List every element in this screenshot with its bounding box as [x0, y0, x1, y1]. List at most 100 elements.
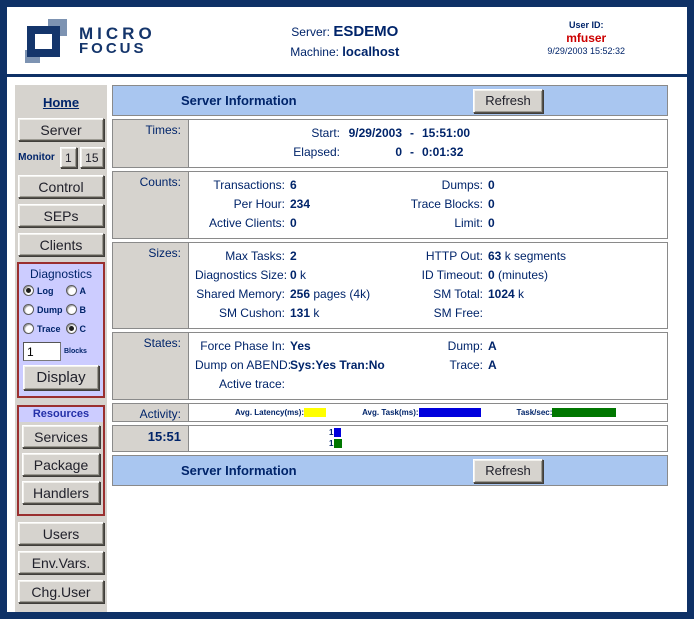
sizes-row: SM Cushon: 131 k SM Free: [195, 304, 661, 323]
diagnostics-size-value: 0 k [290, 268, 307, 282]
dump-state-value: A [488, 339, 497, 353]
max-tasks-value: 2 [290, 249, 297, 263]
resources-title: Resources [19, 407, 103, 422]
radio-log-label: Log [37, 285, 54, 296]
active-trace-label: Active trace: [218, 377, 285, 391]
server-name: ESDEMO [333, 23, 399, 40]
refresh-button-bottom[interactable]: Refresh [473, 458, 543, 483]
activity-time-label: 15:51 [113, 426, 189, 451]
help-section: Help: Menu This Page Contents [23, 613, 107, 619]
counts-row: Active Clients: 0 Limit: 0 [195, 214, 661, 233]
handlers-button[interactable]: Handlers [22, 481, 100, 504]
task-swatch [418, 408, 481, 417]
package-button[interactable]: Package [22, 453, 100, 476]
start-date: 9/29/2003 [348, 126, 402, 140]
page-title: Server Information [181, 93, 297, 108]
states-row: Dump on ABEND: Sys:Yes Tran:No Trace: A [195, 356, 661, 375]
section-counts: Counts: Transactions: 6 Dumps: 0 Per Hou… [112, 171, 668, 239]
max-tasks-label: Max Tasks: [225, 249, 285, 263]
home-link[interactable]: Home [42, 95, 80, 110]
login-timestamp: 9/29/2003 15:52:32 [547, 46, 625, 56]
counts-row: Per Hour: 234 Trace Blocks: 0 [195, 195, 661, 214]
radio-dump[interactable]: Dump [23, 304, 66, 315]
times-row-elapsed: Elapsed: 0 - 0:01:32 [195, 143, 661, 162]
elapsed-time: 0:01:32 [422, 145, 464, 159]
blocks-label: Blocks [64, 348, 87, 355]
main-content: Server Information Refresh Times: Start:… [112, 85, 668, 486]
machine-label: Machine: [290, 45, 339, 59]
elapsed-days: 0 [395, 145, 402, 159]
micro-focus-logo: MICRO FOCUS [23, 19, 156, 63]
times-row-start: Start: 9/29/2003 - 15:51:00 [195, 124, 661, 143]
radio-b[interactable]: B [65, 304, 99, 315]
users-button[interactable]: Users [18, 522, 104, 545]
radio-trace-label: Trace [37, 323, 61, 334]
monitor-15-button[interactable]: 15 [79, 147, 104, 168]
section-states: States: Force Phase In: Yes Dump: A Dump… [112, 332, 668, 400]
radio-trace-icon[interactable] [23, 323, 34, 334]
dump-on-abend-value: Sys:Yes Tran:No [290, 358, 385, 372]
server-button[interactable]: Server [18, 118, 104, 141]
radio-c-label: C [79, 323, 87, 334]
radio-log-icon[interactable] [23, 285, 34, 296]
states-row: Active trace: [195, 375, 661, 394]
radio-a[interactable]: A [65, 285, 99, 296]
elapsed-separator: - [410, 145, 414, 159]
radio-c-icon[interactable] [65, 323, 77, 334]
id-timeout-value: 0 (minutes) [488, 268, 549, 282]
display-button[interactable]: Display [23, 365, 99, 390]
radio-c[interactable]: C [65, 323, 99, 334]
limit-label: Limit: [454, 216, 483, 230]
clients-button[interactable]: Clients [18, 233, 104, 256]
logo-text: MICRO FOCUS [79, 25, 156, 57]
logo-text-line2: FOCUS [79, 40, 147, 57]
sizes-content: Max Tasks: 2 HTTP Out: 63 k segments Dia… [189, 243, 667, 328]
mini-bar-task: 1 [329, 427, 663, 438]
task-bar [334, 428, 342, 437]
seps-button[interactable]: SEPs [18, 204, 104, 227]
sm-cushon-label: SM Cushon: [218, 306, 285, 320]
force-phase-in-value: Yes [290, 339, 311, 353]
radio-a-icon[interactable] [65, 285, 77, 296]
chguser-button[interactable]: Chg.User [18, 580, 104, 603]
sm-cushon-value: 131 k [290, 306, 320, 320]
sizes-section-label: Sizes: [113, 243, 189, 328]
machine-name: localhost [342, 44, 400, 59]
active-trace-value [290, 375, 405, 394]
activity-legend: Avg. Latency(ms): Avg. Task(ms): Task/se… [189, 404, 667, 421]
latency-swatch [304, 408, 327, 417]
states-row: Force Phase In: Yes Dump: A [195, 337, 661, 356]
server-information-header-bottom: Server Information Refresh [112, 455, 668, 486]
start-label: Start: [311, 126, 340, 140]
counts-section-label: Counts: [113, 172, 189, 238]
start-separator: - [410, 126, 414, 140]
logo-square-frame [27, 26, 60, 57]
http-out-label: HTTP Out: [425, 249, 483, 263]
services-button[interactable]: Services [22, 425, 100, 448]
radio-log[interactable]: Log [23, 285, 66, 296]
user-id-label: User ID: [568, 20, 604, 30]
user-id-value: mfuser [566, 31, 607, 45]
monitor-1-button[interactable]: 1 [59, 147, 77, 168]
radio-b-icon[interactable] [65, 304, 77, 315]
blocks-input[interactable] [23, 342, 61, 361]
counts-content: Transactions: 6 Dumps: 0 Per Hour: 234 T… [189, 172, 667, 238]
task-sec-bar [334, 439, 343, 448]
envvars-button[interactable]: Env.Vars. [18, 551, 104, 574]
diagnostics-size-label: Diagnostics Size: [195, 268, 288, 282]
active-clients-label: Active Clients: [208, 216, 285, 230]
resources-group: Resources Services Package Handlers [17, 405, 105, 516]
control-button[interactable]: Control [18, 175, 104, 198]
task-sec-swatch [552, 408, 617, 417]
section-activity-chart: 15:51 1 1 [112, 425, 668, 452]
sizes-row: Diagnostics Size: 0 k ID Timeout: 0 (min… [195, 266, 661, 285]
body: Home Server Monitor 1 15 Control SEPs Cl… [7, 77, 687, 619]
radio-dump-icon[interactable] [23, 304, 34, 315]
radio-trace[interactable]: Trace [23, 323, 66, 334]
server-line: Server: ESDEMO [290, 22, 399, 42]
activity-section-label: Activity: [113, 404, 189, 421]
help-title: Help: [23, 613, 107, 619]
refresh-button-top[interactable]: Refresh [473, 88, 543, 113]
id-timeout-label: ID Timeout: [421, 268, 483, 282]
